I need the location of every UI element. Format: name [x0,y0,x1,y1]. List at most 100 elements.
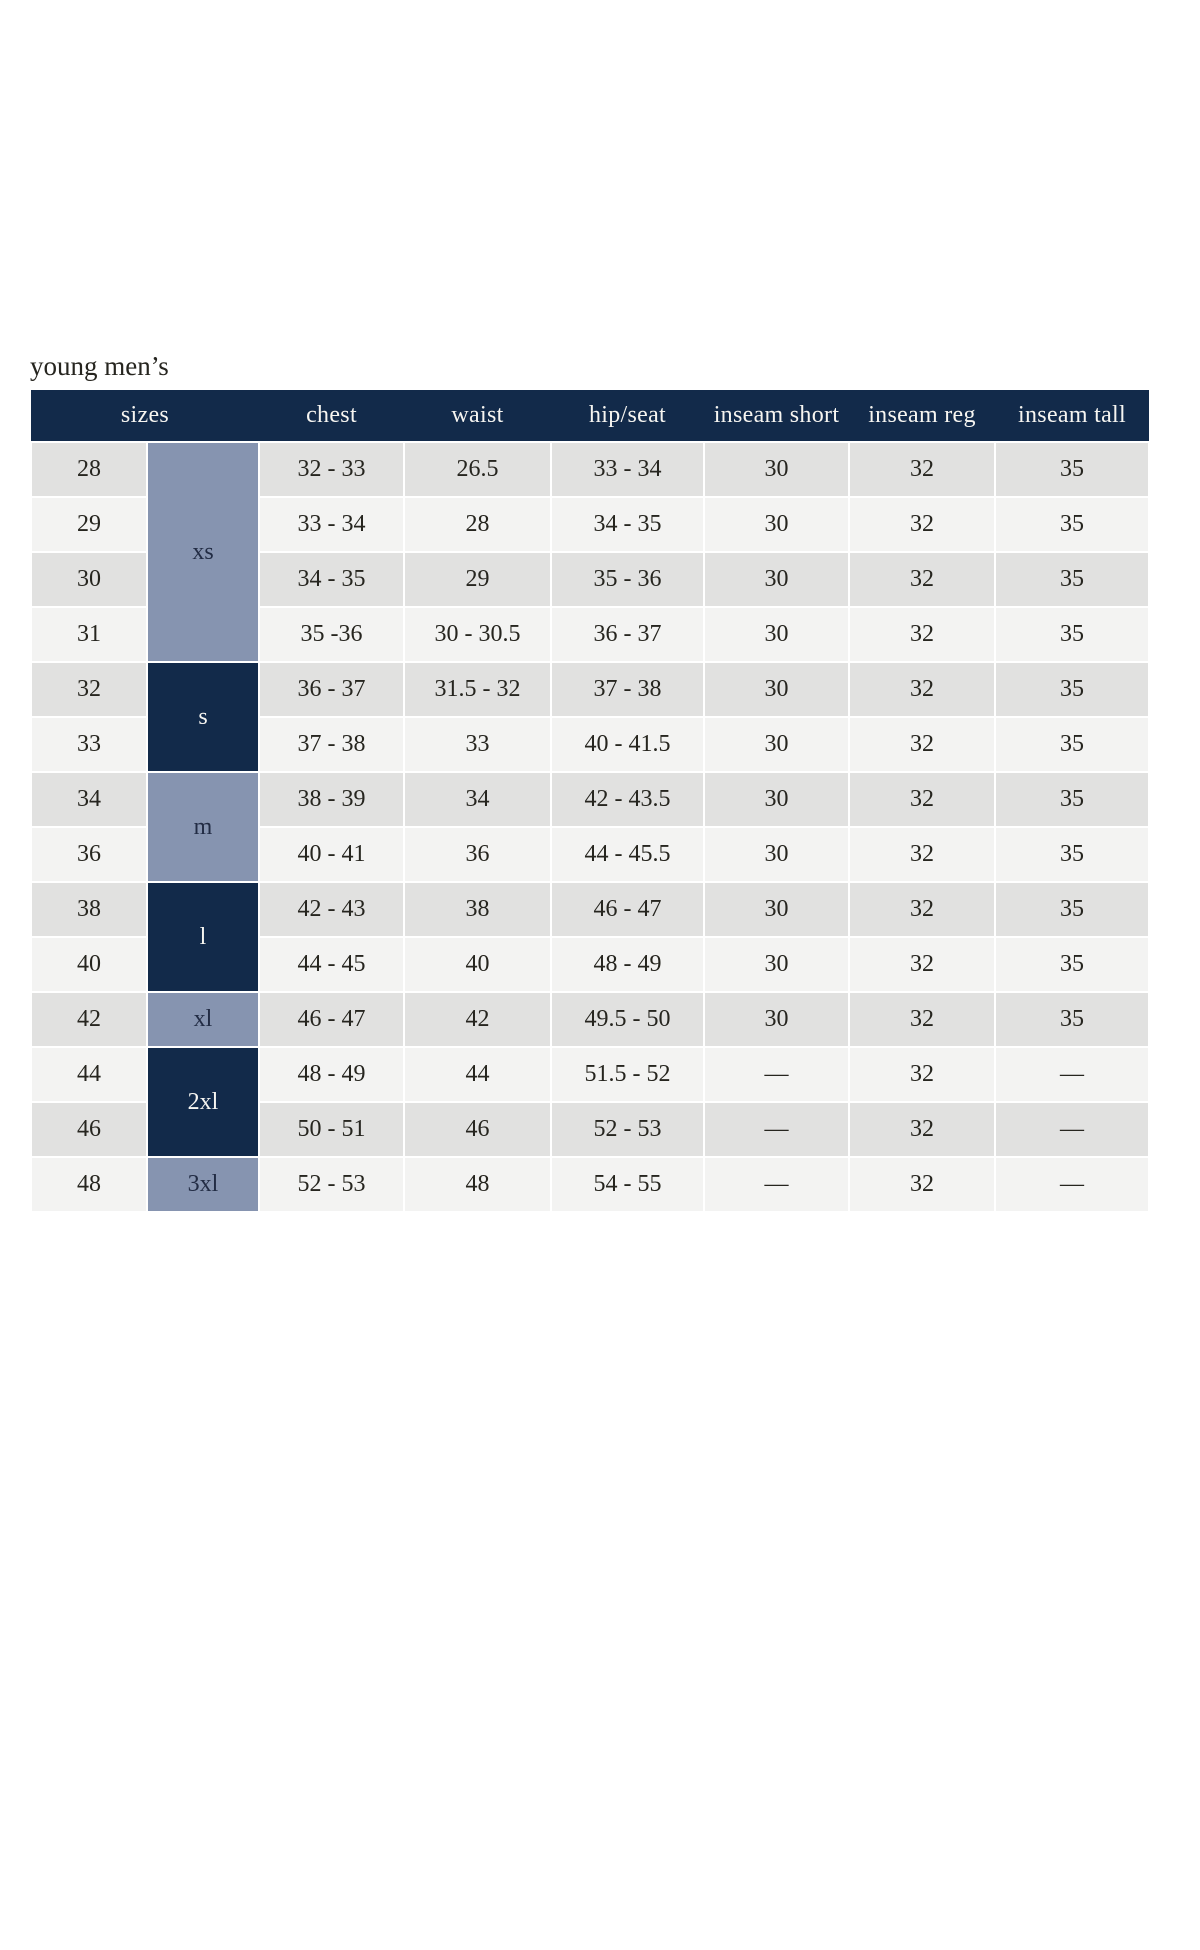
inseam-reg-cell: 32 [848,771,996,828]
inseam-reg-cell: 32 [848,881,996,938]
table-row: 44 2xl 48 - 49 44 51.5 - 52—32— [30,1046,1150,1158]
hip-seat-cell: 44 - 45.5 [550,826,705,883]
inseam-reg-cell: 32 [848,716,996,773]
waist-cell: 29 [403,551,552,608]
inseam-short-cell: 30 [703,881,850,938]
hip-seat-cell: 37 - 38 [550,661,705,718]
size-number-cell: 33 [30,716,148,773]
table-body: 28 xs 32 - 33 26.5 33 - 34 30 32 35 29 33 - 34 28 3… [30,441,1150,1213]
inseam-reg-cell: 32 [848,826,996,883]
inseam-reg-cell: 32 [848,496,996,553]
size-number-cell: 34 [30,771,148,828]
size-chart-table: sizes chest waist hip/seat inseam short … [30,390,1150,1213]
hip-seat-cell: 36 - 37 [550,606,705,663]
table-row: 29 33 - 34 28 34 - 35 30 32 35 [30,496,1150,553]
chest-cell: 35 -36 [258,606,405,663]
hip-seat-cell: 42 - 43.5 [550,771,705,828]
inseam-reg-cell: 32 [848,1101,996,1158]
inseam-reg-cell: 32 [848,936,996,993]
table-row: 46 50 - 51 46 52 - 53—32— [30,1101,1150,1158]
inseam-tall-cell: 35 [994,496,1150,553]
hip-seat-cell: 33 - 34 [550,441,705,498]
table-row: 32 s 36 - 37 31.5 - 32 37 - 38 30 32 35 [30,661,1150,773]
inseam-short-cell: 30 [703,551,850,608]
inseam-short-cell: 30 [703,606,850,663]
inseam-short-cell: — [703,1101,850,1158]
size-number-cell: 36 [30,826,148,883]
size-number-cell: 44 [30,1046,148,1103]
inseam-short-cell: 30 [703,716,850,773]
table-row: 30 34 - 35 29 35 - 36 30 32 35 [30,551,1150,608]
waist-cell: 31.5 - 32 [403,661,552,718]
inseam-reg-cell: 32 [848,441,996,498]
inseam-short-cell: 30 [703,991,850,1048]
table-row: 36 40 - 41 36 44 - 45.5 30 32 35 [30,826,1150,883]
inseam-reg-cell: 32 [848,1046,996,1103]
inseam-short-cell: 30 [703,441,850,498]
waist-cell: 44 [403,1046,552,1103]
size-number-cell: 46 [30,1101,148,1158]
chest-cell: 37 - 38 [258,716,405,773]
chest-cell: 46 - 47 [258,991,405,1048]
inseam-reg-cell: 32 [848,661,996,718]
waist-cell: 28 [403,496,552,553]
size-group-cell: m [146,771,260,883]
column-header-inseam-short: inseam short [704,390,849,442]
inseam-tall-cell: 35 [994,881,1150,938]
size-group-cell: xl [146,991,260,1048]
column-header-waist: waist [404,390,551,442]
inseam-tall-cell: 35 [994,771,1150,828]
size-number-cell: 48 [30,1156,148,1213]
table-row: 48 3xl 52 - 53 48 54 - 55—32— [30,1156,1150,1213]
chest-cell: 32 - 33 [258,441,405,498]
inseam-reg-cell: 32 [848,606,996,663]
waist-cell: 34 [403,771,552,828]
inseam-short-cell: 30 [703,826,850,883]
inseam-short-cell: 30 [703,661,850,718]
inseam-tall-cell: 35 [994,551,1150,608]
hip-seat-cell: 48 - 49 [550,936,705,993]
inseam-short-cell: 30 [703,771,850,828]
size-number-cell: 31 [30,606,148,663]
size-number-cell: 29 [30,496,148,553]
column-header-inseam-tall: inseam tall [995,390,1149,442]
table-row: 28 xs 32 - 33 26.5 33 - 34 30 32 35 [30,441,1150,663]
inseam-tall-cell: — [994,1046,1150,1103]
page-title: young men’s [30,351,169,381]
size-number-cell: 42 [30,991,148,1048]
inseam-tall-cell: — [994,1101,1150,1158]
chest-cell: 33 - 34 [258,496,405,553]
column-header-sizes: sizes [31,390,259,442]
size-number-cell: 30 [30,551,148,608]
inseam-reg-cell: 32 [848,991,996,1048]
waist-cell: 30 - 30.5 [403,606,552,663]
chest-cell: 44 - 45 [258,936,405,993]
table-row: 34 m 38 - 39 34 42 - 43.5 30 32 35 [30,771,1150,883]
chest-cell: 34 - 35 [258,551,405,608]
table-row: 40 44 - 45 40 48 - 49 30 32 35 [30,936,1150,993]
hip-seat-cell: 51.5 - 52 [550,1046,705,1103]
inseam-tall-cell: 35 [994,606,1150,663]
inseam-tall-cell: 35 [994,716,1150,773]
size-number-cell: 32 [30,661,148,718]
hip-seat-cell: 34 - 35 [550,496,705,553]
size-number-cell: 38 [30,881,148,938]
hip-seat-cell: 54 - 55 [550,1156,705,1213]
size-group-cell: s [146,661,260,773]
size-group-cell: l [146,881,260,993]
waist-cell: 38 [403,881,552,938]
chest-cell: 52 - 53 [258,1156,405,1213]
column-header-inseam-reg: inseam reg [849,390,995,442]
inseam-reg-cell: 32 [848,1156,996,1213]
size-group-cell: 3xl [146,1156,260,1213]
waist-cell: 36 [403,826,552,883]
table-row: 33 37 - 38 33 40 - 41.5 30 32 35 [30,716,1150,773]
size-group-cell: 2xl [146,1046,260,1158]
hip-seat-cell: 52 - 53 [550,1101,705,1158]
chest-cell: 48 - 49 [258,1046,405,1103]
inseam-tall-cell: 35 [994,991,1150,1048]
inseam-tall-cell: — [994,1156,1150,1213]
chest-cell: 50 - 51 [258,1101,405,1158]
hip-seat-cell: 49.5 - 50 [550,991,705,1048]
column-header-hip-seat: hip/seat [551,390,704,442]
